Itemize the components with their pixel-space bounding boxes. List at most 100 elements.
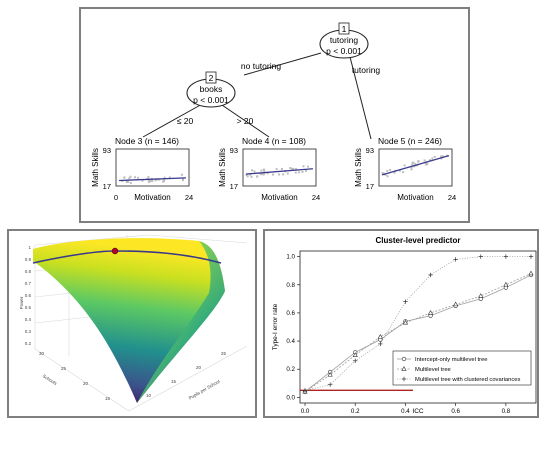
data-point (403, 299, 408, 304)
data-point (290, 167, 293, 170)
leaf-plot-frame (242, 148, 317, 187)
data-point (282, 173, 285, 176)
x-tick-label: 0.2 (351, 408, 360, 415)
leaf-title: Node 3 (n = 146) (115, 136, 179, 146)
surface-panel: 1 0.9 0.8 0.7 0.6 0.5 0.4 0.3 0.2 Power 30 25 20 15… (7, 229, 257, 418)
surface-svg: 1 0.9 0.8 0.7 0.6 0.5 0.4 0.3 0.2 Power 30 25 20 15… (19, 234, 248, 412)
data-point (253, 170, 256, 173)
data-point (154, 179, 157, 182)
tree-panel: no tutoring tutoring ≤ 20 > 20 1 tutorin… (79, 7, 470, 223)
power-surface (33, 238, 225, 403)
data-point (141, 179, 144, 182)
data-point (377, 333, 383, 339)
data-point (414, 162, 417, 165)
edge-label-no-tutoring: no tutoring (241, 61, 281, 71)
z-tick-label: 0.3 (25, 329, 32, 334)
node-p-value: p < 0.001 (326, 46, 362, 56)
data-point (246, 175, 249, 178)
data-point (180, 173, 183, 176)
data-point (389, 168, 392, 171)
x-axis-label: ICC (412, 408, 424, 415)
regression-line (381, 154, 450, 176)
data-point (410, 168, 413, 171)
data-point (249, 173, 252, 176)
z-tick-label: 0.8 (25, 269, 32, 274)
data-point (425, 163, 428, 166)
data-point (381, 171, 384, 174)
data-point (427, 310, 434, 315)
series-line (304, 274, 532, 393)
tree-svg: no tutoring tutoring ≤ 20 > 20 1 tutorin… (91, 22, 456, 202)
legend-marker (401, 356, 407, 362)
data-point (148, 181, 151, 184)
z-tick-label: 0.7 (25, 281, 32, 286)
data-point (393, 171, 396, 174)
data-point (289, 167, 292, 170)
y-tick-label: 1.0 (286, 254, 295, 261)
data-point (263, 169, 266, 172)
data-point (327, 382, 333, 387)
data-point (528, 270, 534, 276)
data-point (149, 180, 152, 183)
x-tick-label: 24 (448, 193, 456, 202)
data-point (260, 173, 263, 176)
data-point (286, 172, 289, 175)
schools-axis-label: Schools (42, 373, 59, 386)
series-2 (302, 270, 534, 394)
y-tick-label: 93 (230, 146, 238, 155)
data-point (441, 155, 444, 158)
data-point (266, 172, 269, 175)
y-axis-label: Type-I error rate (272, 303, 279, 350)
data-point (426, 163, 429, 166)
data-point (453, 301, 459, 307)
data-point (410, 166, 413, 169)
data-point (431, 157, 434, 160)
z-tick-label: 0.5 (25, 305, 32, 310)
tree-node-1: 1 tutoring p < 0.001 (319, 22, 369, 59)
node-split-var: books (200, 84, 223, 94)
y-tick-label: 0.4 (286, 338, 295, 345)
data-point (478, 293, 484, 298)
chart-title: Cluster-level predictor (376, 236, 461, 245)
node-id: 2 (209, 73, 214, 83)
plot-area (299, 250, 537, 404)
legend-marker (401, 366, 407, 371)
node-split-var: tutoring (330, 35, 359, 45)
data-point (453, 257, 458, 262)
pupils-axis-label: Pupils per School (188, 379, 221, 401)
pupils-tick-label: 15 (171, 379, 177, 384)
data-point (123, 176, 126, 179)
data-point (163, 179, 166, 182)
data-point (262, 173, 265, 176)
x-tick-label: 0.6 (451, 408, 460, 415)
data-point (168, 176, 171, 179)
series-line (304, 256, 531, 391)
data-point (384, 173, 387, 176)
data-point (134, 176, 137, 179)
leaf-title: Node 5 (n = 246) (378, 136, 442, 146)
data-point (398, 169, 401, 172)
x-axis-label: Motivation (134, 193, 170, 202)
data-point (301, 170, 304, 173)
error-rate-panel: Cluster-level predictor Type-I error rat… (263, 229, 539, 418)
data-point (294, 171, 297, 174)
data-point (280, 167, 283, 170)
legend-label: Intercept-only multilevel tree (415, 357, 488, 363)
data-point (412, 161, 415, 164)
data-point (295, 168, 298, 171)
y-tick-label: 0.2 (286, 366, 295, 373)
edge-label-tutoring: tutoring (352, 65, 381, 75)
y-tick-label: 93 (366, 146, 374, 155)
edge-gt20 (218, 102, 270, 138)
data-point (386, 175, 389, 178)
schools-tick-label: 30 (39, 351, 45, 356)
legend-marker (401, 376, 407, 382)
z-axis-label: Power (19, 296, 24, 309)
z-tick-label: 0.6 (25, 293, 32, 298)
leaf-plot-frame (378, 148, 453, 187)
data-point (528, 254, 534, 259)
series-layer (302, 254, 534, 394)
data-point (275, 168, 278, 171)
y-tick-label: 17 (230, 182, 238, 191)
pupils-tick-label: 25 (221, 351, 227, 356)
